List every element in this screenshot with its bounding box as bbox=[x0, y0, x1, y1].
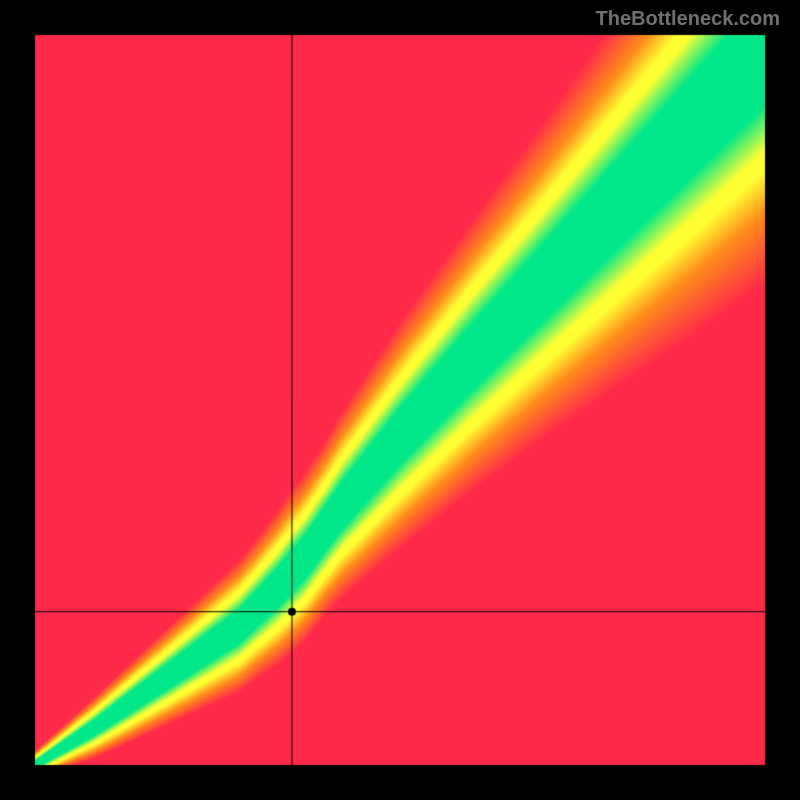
heatmap-chart bbox=[0, 0, 800, 800]
watermark-text: TheBottleneck.com bbox=[596, 8, 780, 31]
heatmap-canvas bbox=[0, 0, 800, 800]
